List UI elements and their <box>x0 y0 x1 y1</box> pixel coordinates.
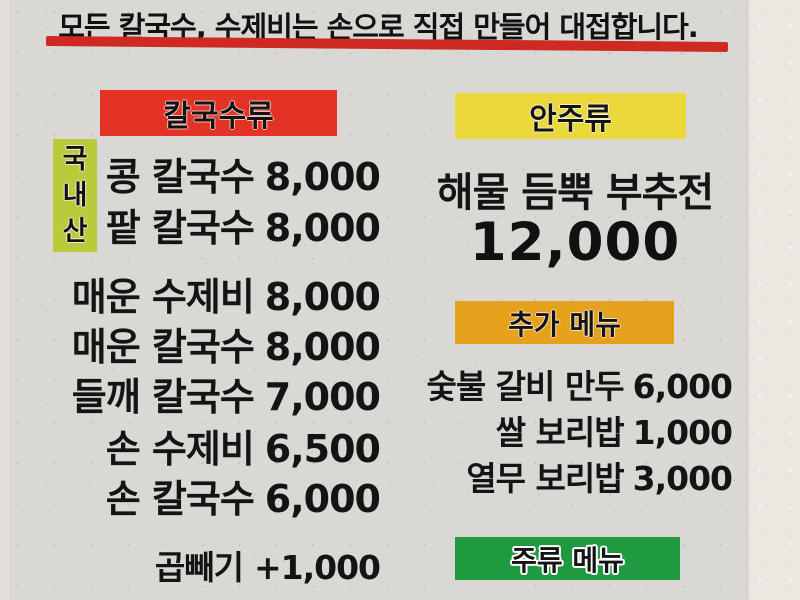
item-price: 6,000 <box>264 477 381 521</box>
item-name: 팥 칼국수 <box>105 206 255 250</box>
menu-item-rice-barley: 쌀 보리밥 1,000 <box>420 406 733 454</box>
item-name: 콩 칼국수 <box>105 155 255 199</box>
item-price: 6,500 <box>264 427 381 471</box>
item-name: 손 칼국수 <box>105 477 255 521</box>
item-price: 3,000 <box>632 459 733 498</box>
item-name: 곱빼기 <box>154 548 244 587</box>
menu-item-perilla-kalguksu: 들깨 칼국수 7,000 <box>40 366 381 421</box>
item-price: 7,000 <box>264 375 381 419</box>
item-price: 8,000 <box>264 206 381 250</box>
section-header-extra-menu: 추가 메뉴 <box>455 301 674 344</box>
menu-item-spicy-kalguksu: 매운 칼국수 8,000 <box>40 316 381 371</box>
item-price: 1,000 <box>632 413 733 452</box>
menu-item-hand-sujebi: 손 수제비 6,500 <box>40 418 381 473</box>
badge-char: 산 <box>62 215 88 247</box>
item-name: 매운 수제비 <box>71 275 255 319</box>
section-header-kalguksu: 칼국수류 <box>100 90 337 136</box>
feature-item-name: 해물 듬뿍 부추전 <box>436 170 714 216</box>
item-name: 숯불 갈비 만두 <box>426 367 624 406</box>
item-price: 8,000 <box>264 275 381 319</box>
badge-char: 내 <box>62 179 88 211</box>
item-name: 매운 칼국수 <box>71 325 255 369</box>
domestic-origin-badge: 국 내 산 <box>53 139 97 252</box>
item-name: 쌀 보리밥 <box>495 413 625 452</box>
section-header-drinks: 주류 메뉴 <box>455 537 680 580</box>
feature-item-price: 12,000 <box>469 212 681 273</box>
item-name: 들깨 칼국수 <box>71 375 255 419</box>
menu-item-spicy-sujebi: 매운 수제비 8,000 <box>40 266 381 321</box>
menu-board: 모든 칼국수, 수제비는 손으로 직접 만들어 대접합니다. 칼국수류 국 내 … <box>10 0 746 600</box>
item-name: 열무 보리밥 <box>466 459 624 498</box>
item-name: 손 수제비 <box>105 427 255 471</box>
menu-item-charcoal-galbi-mandu: 숯불 갈비 만두 6,000 <box>420 360 733 408</box>
item-price: +1,000 <box>253 548 381 587</box>
menu-item-pat-kalguksu: 팥 칼국수 8,000 <box>40 197 381 252</box>
menu-item-hand-kalguksu: 손 칼국수 6,000 <box>40 468 381 523</box>
badge-char: 국 <box>62 143 88 175</box>
wall-background <box>738 0 800 600</box>
menu-item-yeolmu-barley: 열무 보리밥 3,000 <box>420 452 733 500</box>
menu-item-extra-portion: 곱빼기 +1,000 <box>40 541 381 589</box>
item-price: 6,000 <box>632 367 733 406</box>
menu-item-kong-kalguksu: 콩 칼국수 8,000 <box>40 146 381 201</box>
section-header-anju: 안주류 <box>455 93 686 139</box>
wall-edge-left <box>0 0 10 600</box>
item-price: 8,000 <box>264 155 381 199</box>
item-price: 8,000 <box>264 325 381 369</box>
